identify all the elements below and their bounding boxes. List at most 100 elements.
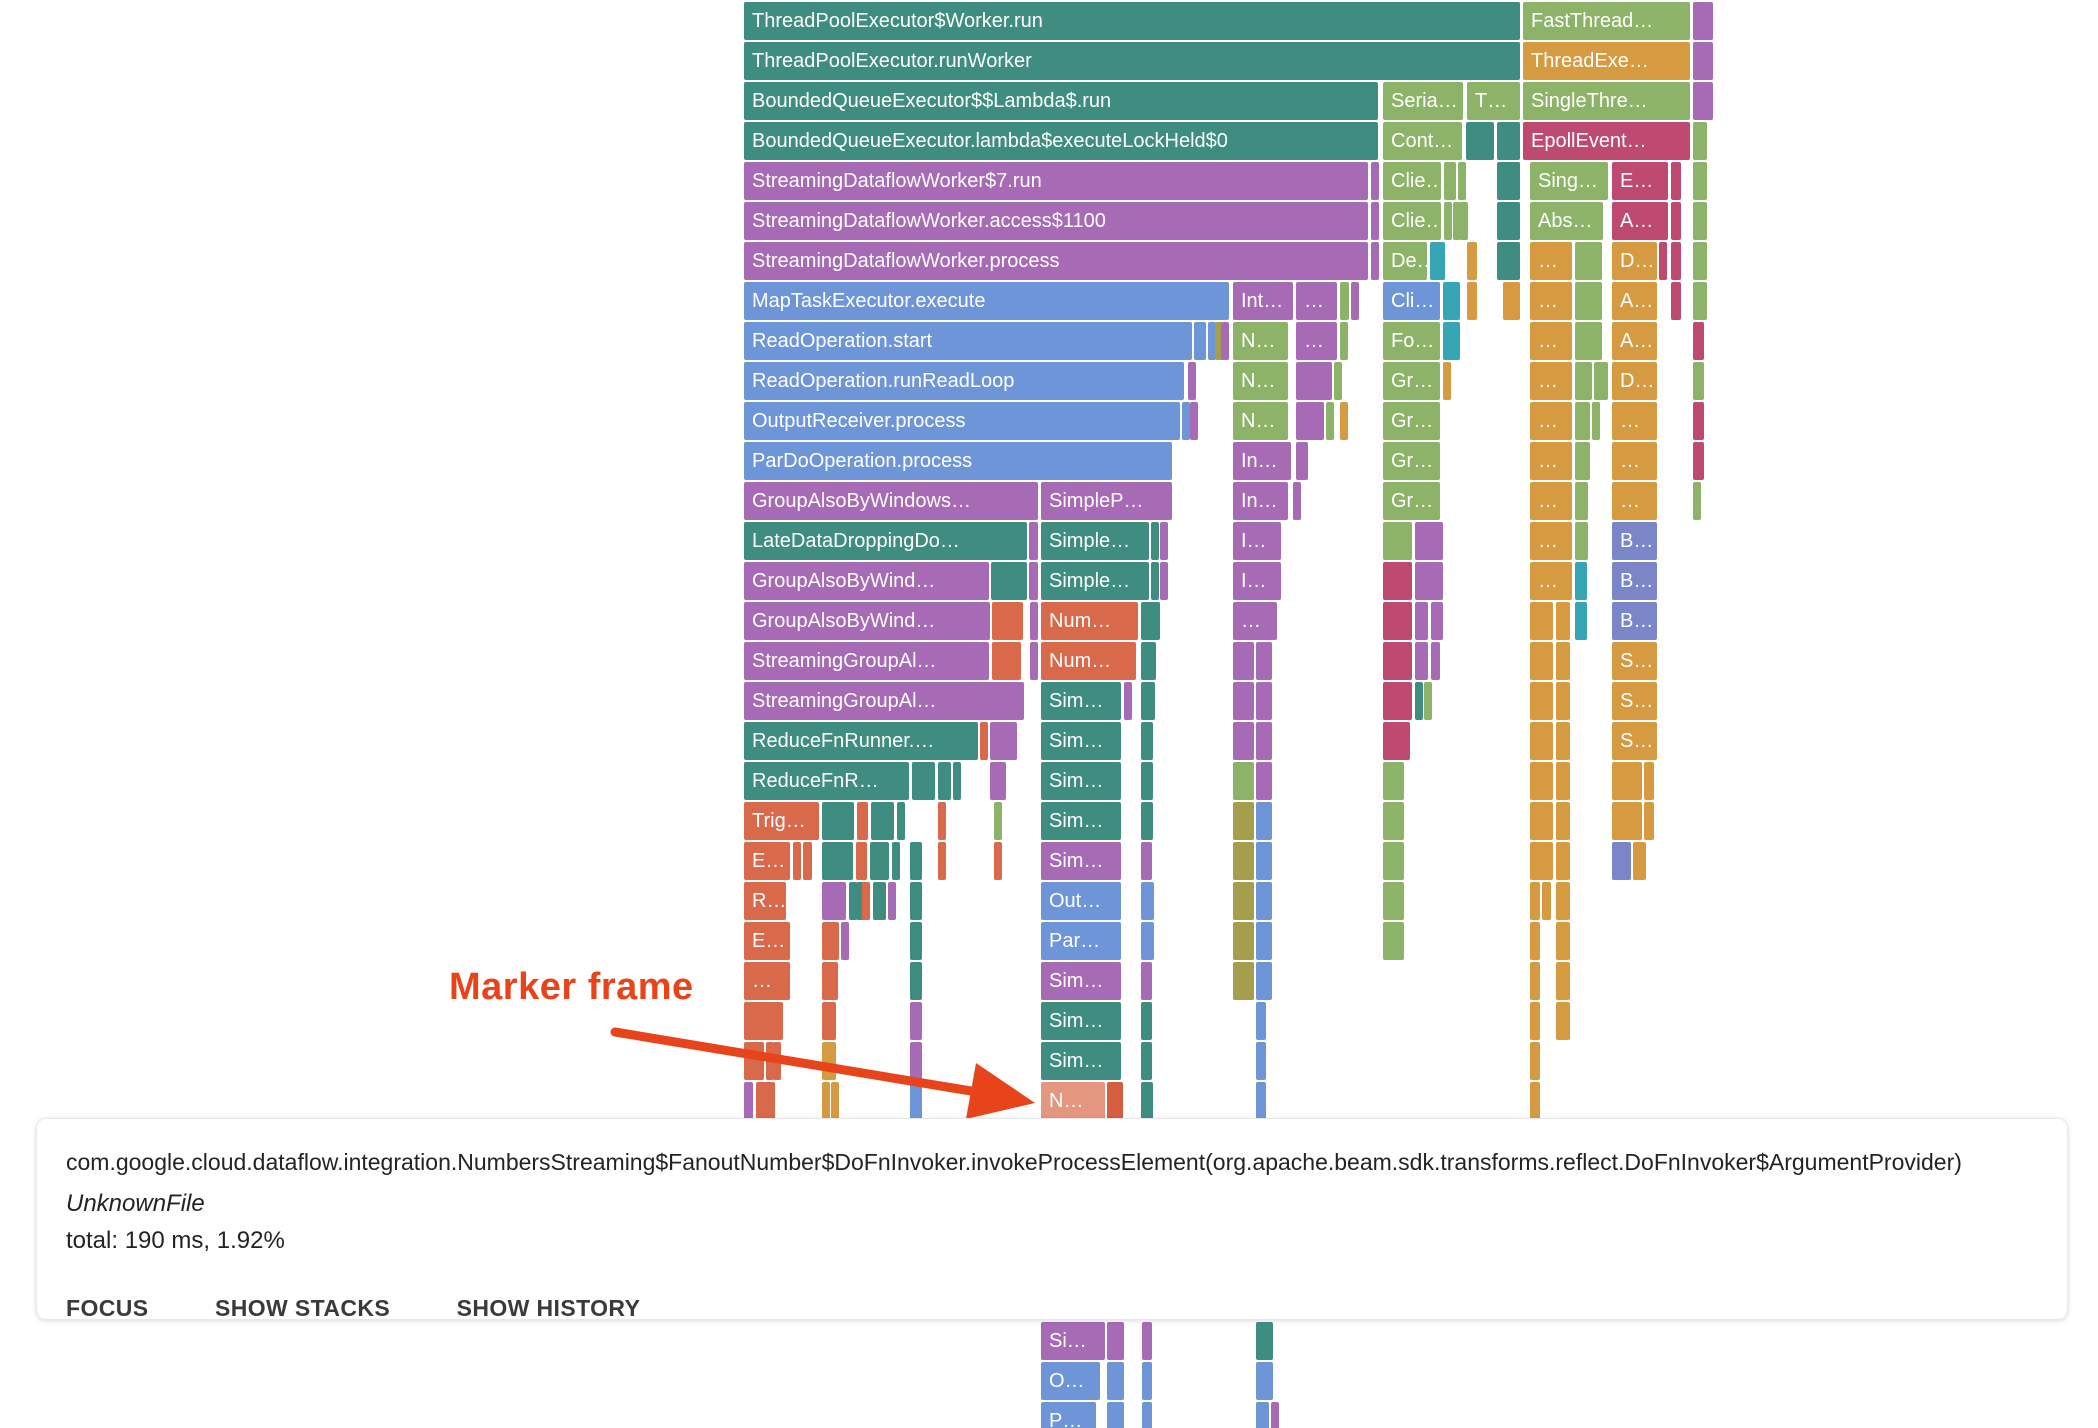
flame-frame[interactable] [1256, 1322, 1273, 1360]
flame-frame[interactable]: Abs… [1530, 202, 1603, 240]
flame-frame[interactable] [1221, 322, 1229, 360]
flame-frame[interactable] [1296, 402, 1324, 440]
flame-frame[interactable] [1575, 402, 1590, 440]
flame-frame[interactable] [1592, 402, 1600, 440]
flame-frame[interactable] [1383, 722, 1410, 760]
flame-frame[interactable] [1029, 522, 1038, 560]
flame-frame[interactable] [1503, 282, 1520, 320]
flame-frame[interactable] [1151, 562, 1159, 600]
flame-frame[interactable]: BoundedQueueExecutor.lambda$executeLockH… [744, 122, 1378, 160]
flame-frame[interactable]: A… [1612, 282, 1657, 320]
flame-frame[interactable] [910, 922, 922, 960]
show-history-button[interactable]: SHOW HISTORY [449, 1285, 649, 1332]
flame-frame[interactable]: OutputReceiver.process [744, 402, 1180, 440]
flame-frame[interactable] [1467, 242, 1477, 280]
flame-frame[interactable] [1188, 362, 1196, 400]
flame-frame[interactable] [1233, 842, 1254, 880]
flame-frame[interactable] [1233, 922, 1254, 960]
flame-frame[interactable] [1256, 642, 1272, 680]
flame-frame[interactable]: EpollEvent… [1523, 122, 1690, 160]
flame-frame[interactable]: … [1530, 242, 1572, 280]
flame-frame[interactable] [1693, 442, 1704, 480]
flame-frame[interactable] [1256, 1042, 1266, 1080]
flame-frame[interactable]: Sim… [1041, 962, 1121, 1000]
flame-frame[interactable] [1141, 722, 1153, 760]
flame-frame[interactable] [1141, 842, 1152, 880]
flame-frame[interactable] [1351, 282, 1359, 320]
flame-frame[interactable]: ParDoOperation.process [744, 442, 1172, 480]
flame-frame[interactable] [990, 722, 1017, 760]
flame-frame[interactable]: N… [1233, 402, 1288, 440]
flame-frame[interactable] [1594, 362, 1602, 400]
flame-frame[interactable] [1141, 962, 1152, 1000]
flame-frame[interactable]: S… [1612, 642, 1657, 680]
flame-frame[interactable] [793, 842, 801, 880]
flame-frame[interactable] [862, 882, 870, 920]
flame-frame[interactable]: D… [1612, 242, 1657, 280]
flame-frame[interactable]: B… [1612, 522, 1657, 560]
flame-frame[interactable] [1256, 1362, 1273, 1400]
flame-frame[interactable] [803, 842, 812, 880]
marker-frame[interactable]: N… [1041, 1082, 1105, 1120]
flame-frame[interactable]: … [1612, 402, 1657, 440]
flame-frame[interactable] [1575, 362, 1592, 400]
flame-frame[interactable]: Out… [1041, 882, 1121, 920]
flame-frame[interactable]: Simple… [1041, 562, 1149, 600]
flame-frame[interactable] [756, 1082, 775, 1120]
flame-frame[interactable] [1693, 242, 1707, 280]
flame-frame[interactable]: S… [1612, 682, 1657, 720]
flame-frame[interactable] [1530, 602, 1553, 640]
flame-frame[interactable]: LateDataDroppingDo… [744, 522, 1027, 560]
flame-frame[interactable]: S… [1612, 722, 1657, 760]
flame-frame[interactable] [1530, 762, 1553, 800]
flame-frame[interactable] [1141, 602, 1160, 640]
flame-frame[interactable] [1142, 1322, 1152, 1360]
flame-frame[interactable] [938, 802, 946, 840]
flame-frame[interactable]: O… [1041, 1362, 1100, 1400]
flame-frame[interactable]: Gr… [1383, 442, 1440, 480]
flame-frame[interactable] [938, 762, 951, 800]
flame-frame[interactable] [1107, 1402, 1124, 1428]
flame-frame[interactable] [1644, 802, 1654, 840]
flame-frame[interactable]: In… [1233, 442, 1291, 480]
flame-frame[interactable] [1371, 162, 1379, 200]
flame-frame[interactable] [1693, 402, 1704, 440]
flame-frame[interactable] [1233, 682, 1254, 720]
flame-frame[interactable] [1671, 242, 1681, 280]
flame-frame[interactable] [831, 1082, 839, 1120]
flame-frame[interactable] [1530, 1002, 1540, 1040]
flame-frame[interactable] [1556, 802, 1570, 840]
flame-frame[interactable] [856, 842, 867, 880]
flame-frame[interactable] [1233, 722, 1254, 760]
flame-frame[interactable]: Gr… [1383, 482, 1440, 520]
flame-frame[interactable] [744, 1002, 783, 1040]
flame-frame[interactable] [744, 1082, 753, 1120]
flame-frame[interactable] [1141, 882, 1154, 920]
flame-frame[interactable] [1256, 1002, 1266, 1040]
flame-frame[interactable] [1233, 962, 1254, 1000]
flame-frame[interactable]: E… [744, 842, 790, 880]
flame-frame[interactable] [897, 802, 905, 840]
flame-frame[interactable] [870, 842, 889, 880]
flame-frame[interactable] [1671, 202, 1681, 240]
flame-frame[interactable]: Sim… [1041, 802, 1121, 840]
flame-frame[interactable]: … [1530, 482, 1572, 520]
flame-frame[interactable]: … [1233, 602, 1277, 640]
flame-frame[interactable] [912, 762, 935, 800]
flame-frame[interactable] [1233, 802, 1254, 840]
flame-frame[interactable] [1460, 202, 1468, 240]
flame-frame[interactable] [1030, 602, 1038, 640]
flame-frame[interactable] [1453, 202, 1461, 240]
flame-frame[interactable]: … [1296, 282, 1337, 320]
flame-frame[interactable] [1693, 82, 1713, 120]
flame-frame[interactable] [1693, 322, 1704, 360]
flame-frame[interactable]: Seria… [1383, 82, 1463, 120]
flame-frame[interactable] [1233, 762, 1254, 800]
flame-frame[interactable] [1383, 522, 1412, 560]
flame-frame[interactable]: ReadOperation.runReadLoop [744, 362, 1184, 400]
flame-frame[interactable] [1415, 562, 1443, 600]
flame-frame[interactable]: P… [1041, 1402, 1096, 1428]
flame-frame[interactable] [1256, 922, 1272, 960]
flame-frame[interactable] [1256, 842, 1272, 880]
flame-frame[interactable]: Clie… [1383, 162, 1441, 200]
